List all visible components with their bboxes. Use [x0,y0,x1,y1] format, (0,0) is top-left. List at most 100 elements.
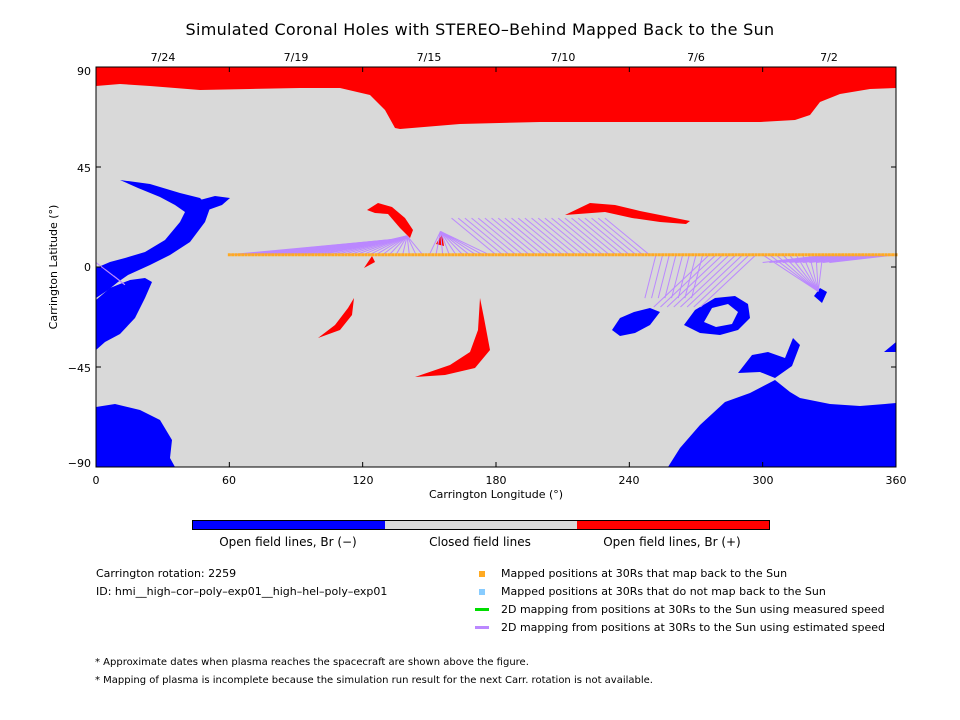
mapped-position-marker [667,253,671,257]
y-tick-label: −45 [68,362,91,375]
mapped-position-marker [571,253,575,257]
mapping-line [497,217,543,256]
mapped-position-marker [717,253,721,257]
mapped-position-marker [664,253,668,257]
mapped-position-marker [594,253,598,257]
mapping-line [653,254,710,308]
mapped-position-marker [611,253,615,257]
mapped-position-marker [817,253,821,257]
mapping-line [402,235,408,255]
mapping-line [524,217,570,256]
mapped-position-marker [464,253,468,257]
mapped-position-marker [294,253,298,257]
mapped-position-marker [301,253,305,257]
mapped-position-marker [477,253,481,257]
mapped-position-marker [874,253,878,257]
mapped-position-marker [314,253,318,257]
mapped-position-marker [857,253,861,257]
mapped-position-marker [544,253,548,257]
mapping-line [504,217,550,256]
mapped-position-marker [624,253,628,257]
mapping-line [440,230,490,256]
mapped-position-marker [651,253,655,257]
mapped-position-marker [374,253,378,257]
mapped-position-marker [437,253,441,257]
mapping-line [680,254,737,308]
mapped-position-marker [884,253,888,257]
date-label: 7/10 [551,51,576,64]
mapping-line [591,217,637,256]
x-axis-label: Carrington Longitude (°) [429,488,563,501]
mapped-position-marker [864,253,868,257]
mapped-position-marker [847,253,851,257]
y-tick-label: 90 [77,65,91,78]
mapping-line [440,231,464,256]
x-tick-label: 300 [753,474,774,487]
mapping-line [686,254,744,308]
mapped-position-marker [231,253,235,257]
mapped-position-marker [844,253,848,257]
mapped-position-marker [344,253,348,257]
mapped-position-marker [491,253,495,257]
x-tick-label: 60 [222,474,236,487]
mapped-position-marker [431,253,435,257]
mapped-position-marker [411,253,415,257]
negative-hole-southeast [738,338,800,378]
mapped-position-marker [814,253,818,257]
mapping-line [517,217,563,256]
mapped-position-marker [417,253,421,257]
mapped-position-marker [391,253,395,257]
mapping-line [440,231,457,256]
mapped-position-marker [311,253,315,257]
mapped-position-marker [427,253,431,257]
mapped-position-marker [321,253,325,257]
y-tick-label: 0 [84,261,91,274]
x-tick-label: 240 [619,474,640,487]
mapping-line [691,254,704,299]
mapped-position-marker [591,253,595,257]
mapping-line [677,254,690,299]
mapped-position-marker [521,253,525,257]
mapped-position-marker [644,253,648,257]
mapped-position-marker [354,253,358,257]
mapped-position-marker [534,253,538,257]
mapped-position-marker [394,253,398,257]
mapped-position-marker [327,253,331,257]
purple-line-marker [475,626,489,629]
y-axis-label: Carrington Latitude (°) [47,205,60,330]
mapped-position-marker [574,253,578,257]
mapped-position-marker [707,253,711,257]
mapped-position-marker [504,253,508,257]
y-tick-label: −90 [68,457,91,470]
legend-label: Mapped positions at 30Rs that do not map… [501,585,826,598]
mapping-line [762,254,819,292]
mapping-line [395,235,408,256]
positive-hole-arc-upper [367,203,413,238]
mapping-line [369,235,408,256]
mapped-position-marker [694,253,698,257]
mapped-position-marker [774,253,778,257]
mapped-position-marker [727,253,731,257]
mapped-position-marker [281,253,285,257]
mapped-position-marker [351,253,355,257]
mapped-position-marker [601,253,605,257]
mapped-position-marker [881,253,885,257]
mapped-position-marker [657,253,661,257]
mapped-position-marker [271,253,275,257]
mapped-position-marker [791,253,795,257]
mapped-position-marker [387,253,391,257]
mapping-line [484,217,530,256]
mapped-position-marker [441,253,445,257]
mapped-position-marker [451,253,455,257]
mapped-position-marker [547,253,551,257]
mapped-position-marker [691,253,695,257]
mapped-position-marker [597,253,601,257]
mapped-position-marker [811,253,815,257]
mapped-position-marker [307,253,311,257]
mapped-position-marker [517,253,521,257]
mapped-position-marker [444,253,448,257]
mapped-position-marker [681,253,685,257]
mapped-position-marker [404,253,408,257]
mapped-position-marker [807,253,811,257]
mapped-position-marker [737,253,741,257]
